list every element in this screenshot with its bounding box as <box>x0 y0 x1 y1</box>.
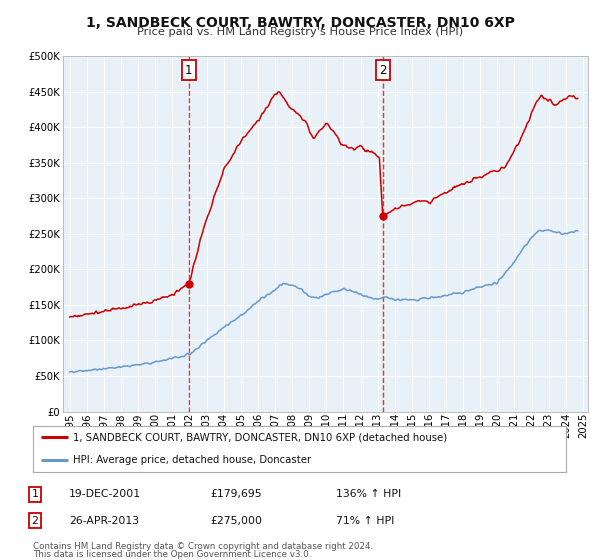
Text: Price paid vs. HM Land Registry's House Price Index (HPI): Price paid vs. HM Land Registry's House … <box>137 27 463 37</box>
Text: 136% ↑ HPI: 136% ↑ HPI <box>336 489 401 500</box>
Text: 26-APR-2013: 26-APR-2013 <box>69 516 139 526</box>
Text: £275,000: £275,000 <box>210 516 262 526</box>
Text: 1: 1 <box>185 64 193 77</box>
Text: Contains HM Land Registry data © Crown copyright and database right 2024.: Contains HM Land Registry data © Crown c… <box>33 542 373 551</box>
Text: This data is licensed under the Open Government Licence v3.0.: This data is licensed under the Open Gov… <box>33 550 311 559</box>
Text: £179,695: £179,695 <box>210 489 262 500</box>
Text: 1, SANDBECK COURT, BAWTRY, DONCASTER, DN10 6XP (detached house): 1, SANDBECK COURT, BAWTRY, DONCASTER, DN… <box>73 432 447 442</box>
Text: 19-DEC-2001: 19-DEC-2001 <box>69 489 141 500</box>
Text: 2: 2 <box>31 516 38 526</box>
Text: HPI: Average price, detached house, Doncaster: HPI: Average price, detached house, Donc… <box>73 455 311 465</box>
Text: 2: 2 <box>379 64 386 77</box>
Text: 1: 1 <box>31 489 38 500</box>
Text: 1, SANDBECK COURT, BAWTRY, DONCASTER, DN10 6XP: 1, SANDBECK COURT, BAWTRY, DONCASTER, DN… <box>86 16 514 30</box>
Text: 71% ↑ HPI: 71% ↑ HPI <box>336 516 394 526</box>
